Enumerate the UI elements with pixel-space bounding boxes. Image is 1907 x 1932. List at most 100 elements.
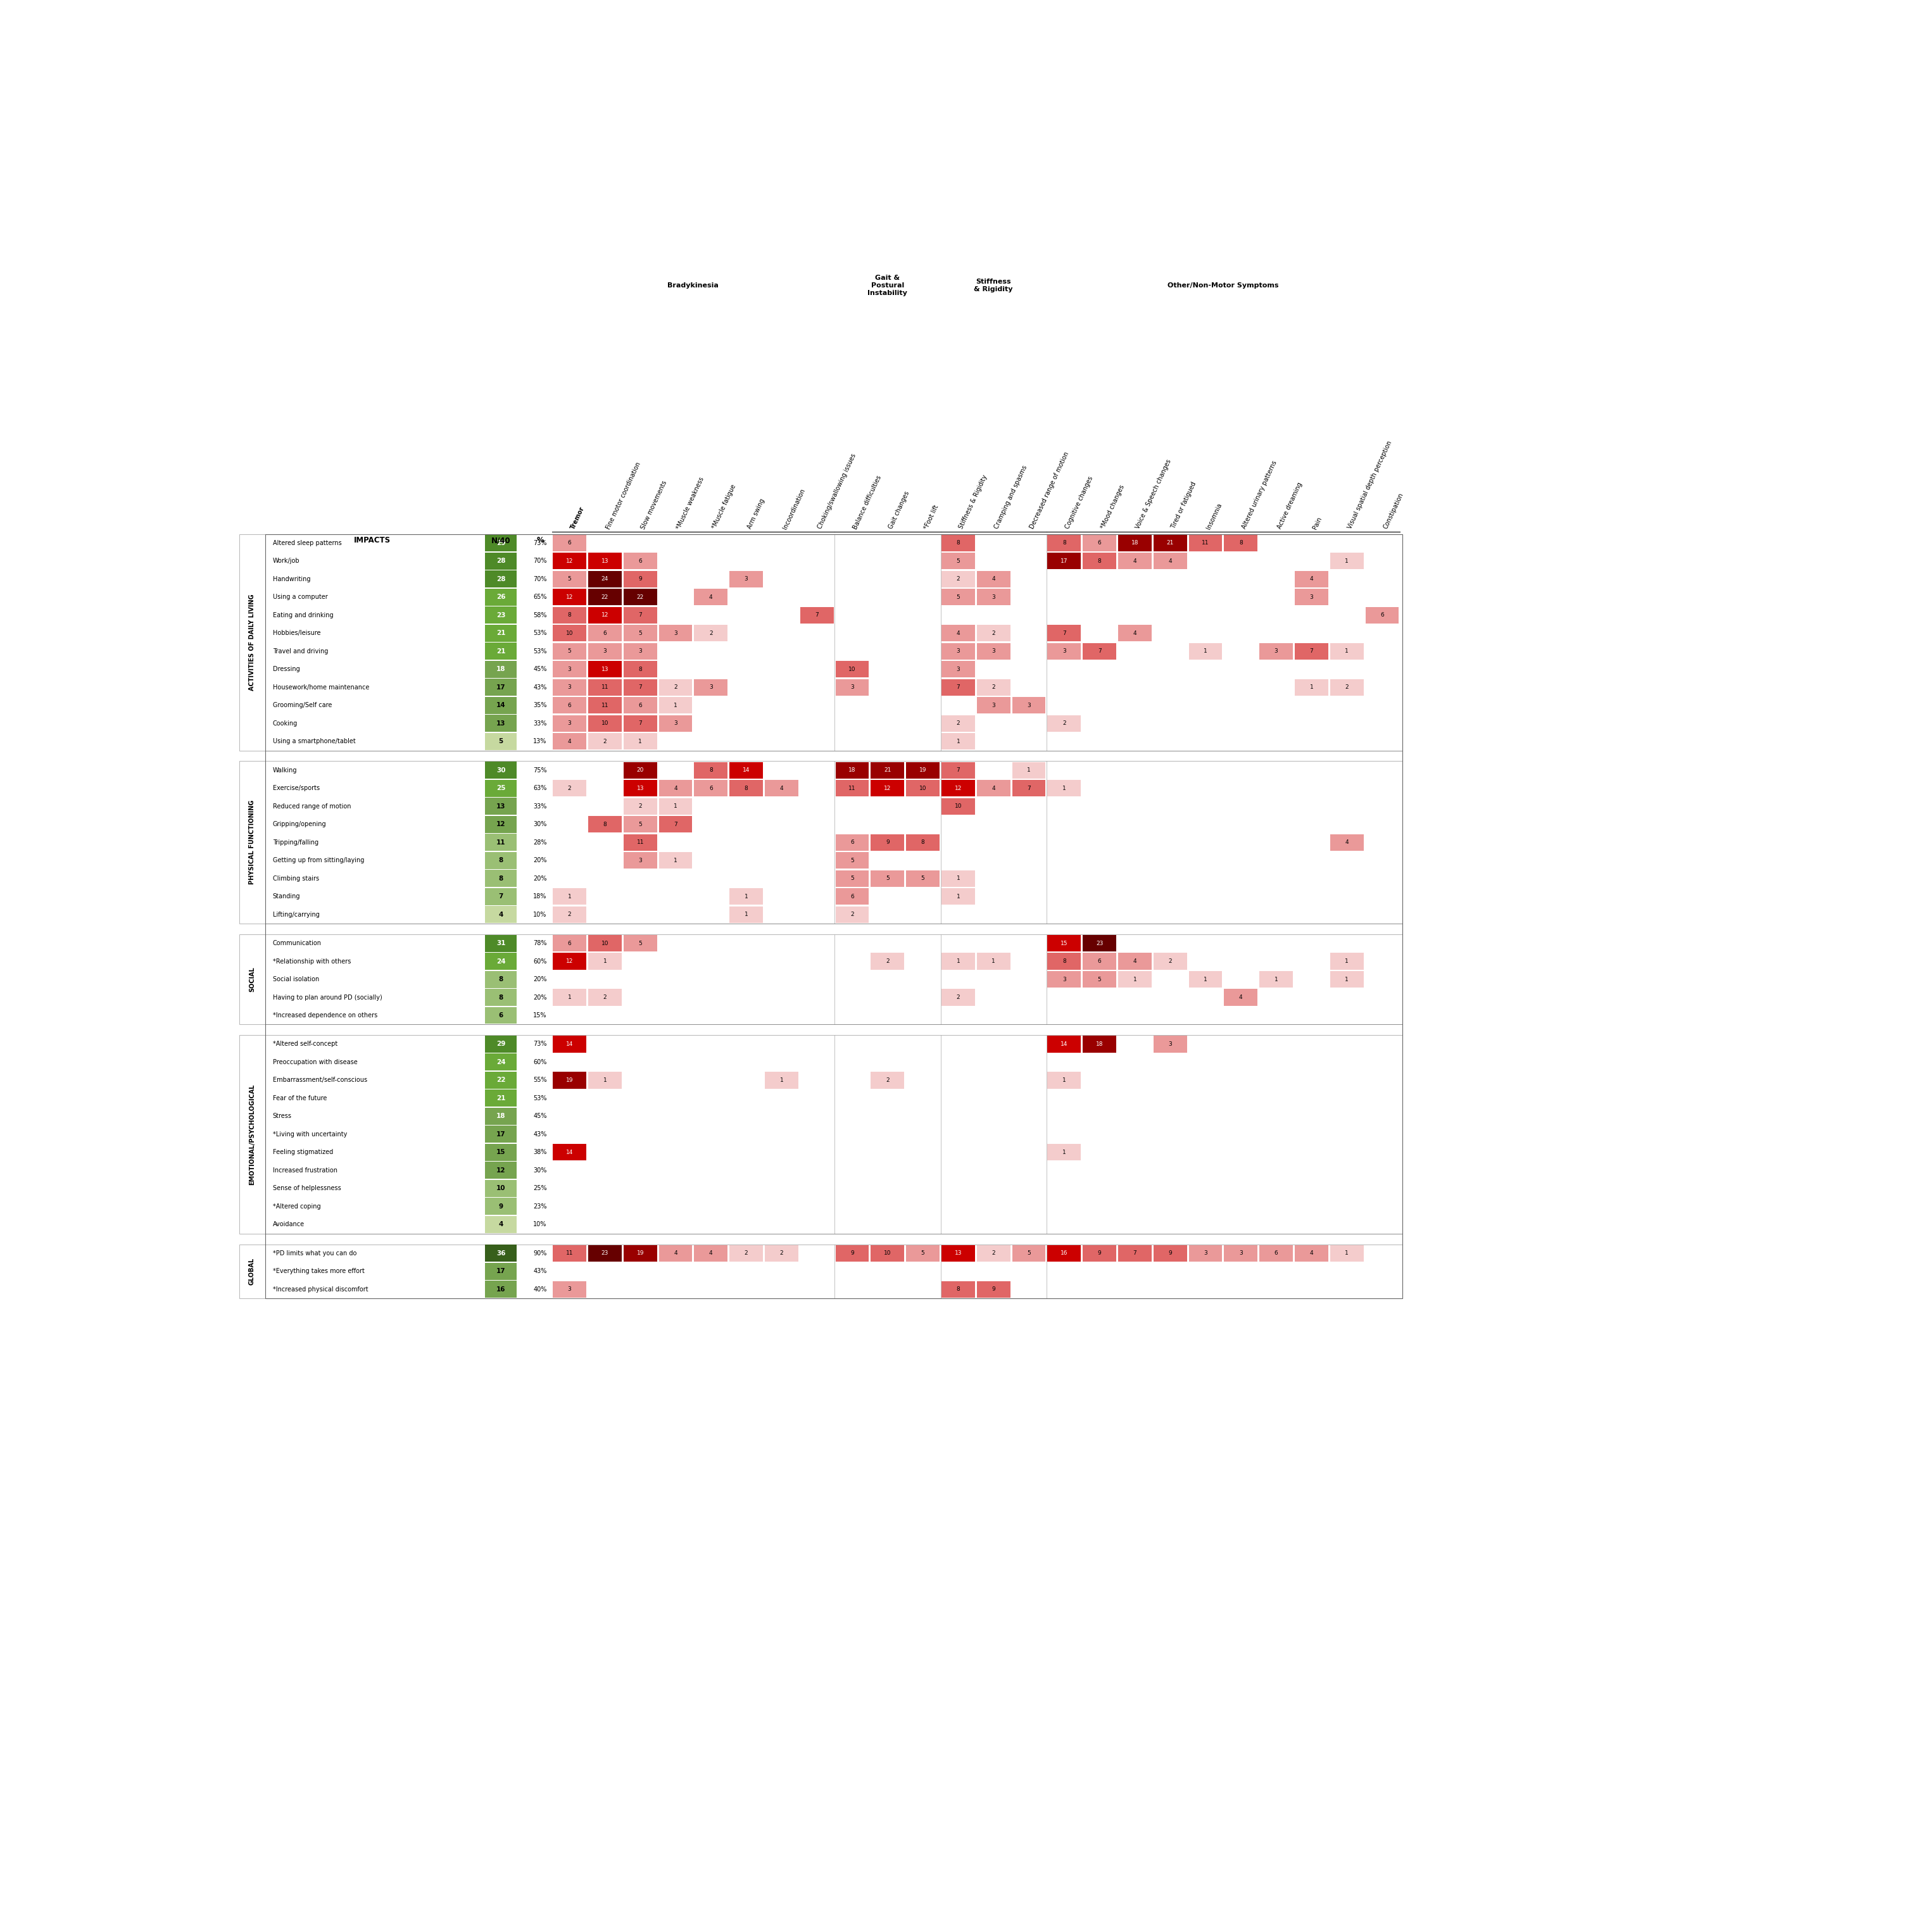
Bar bbox=[906, 781, 940, 796]
Bar bbox=[871, 1072, 904, 1088]
Text: 13: 13 bbox=[601, 667, 608, 672]
Text: 29: 29 bbox=[496, 539, 505, 547]
Bar bbox=[484, 715, 517, 732]
Text: 17: 17 bbox=[1060, 558, 1068, 564]
Text: 8: 8 bbox=[1062, 958, 1066, 964]
Text: Tremor: Tremor bbox=[570, 506, 585, 529]
Bar bbox=[730, 889, 763, 904]
Bar bbox=[1047, 643, 1081, 659]
Text: 20%: 20% bbox=[534, 976, 547, 983]
Bar bbox=[484, 732, 517, 750]
Text: 1: 1 bbox=[1203, 649, 1207, 655]
Text: 18: 18 bbox=[496, 667, 505, 672]
Text: GLOBAL: GLOBAL bbox=[248, 1258, 256, 1285]
Text: Bradykinesia: Bradykinesia bbox=[667, 282, 719, 288]
Text: 73%: 73% bbox=[534, 1041, 547, 1047]
Text: Housework/home maintenance: Housework/home maintenance bbox=[273, 684, 370, 690]
Text: 5: 5 bbox=[1098, 976, 1102, 981]
Text: 3: 3 bbox=[568, 667, 572, 672]
Text: *Altered coping: *Altered coping bbox=[273, 1204, 320, 1209]
Text: IMPACTS: IMPACTS bbox=[353, 537, 391, 545]
Text: 2: 2 bbox=[957, 721, 959, 726]
Text: 25%: 25% bbox=[534, 1184, 547, 1192]
Text: 6: 6 bbox=[568, 703, 572, 709]
Text: Insomnia: Insomnia bbox=[1205, 502, 1222, 529]
Bar bbox=[484, 1007, 517, 1024]
Text: 58%: 58% bbox=[534, 612, 547, 618]
Text: 5: 5 bbox=[1028, 1250, 1030, 1256]
Bar bbox=[484, 1126, 517, 1144]
Text: 14: 14 bbox=[496, 701, 505, 709]
Text: 2: 2 bbox=[603, 738, 606, 744]
Bar bbox=[976, 678, 1011, 696]
Bar bbox=[624, 835, 656, 850]
Text: 21: 21 bbox=[496, 647, 505, 655]
Text: 40%: 40% bbox=[534, 1287, 547, 1293]
Text: 70%: 70% bbox=[534, 576, 547, 582]
Text: 8: 8 bbox=[639, 667, 643, 672]
Text: 4: 4 bbox=[1133, 630, 1137, 636]
Bar bbox=[484, 570, 517, 587]
Text: 35%: 35% bbox=[534, 701, 547, 709]
Bar bbox=[835, 1244, 870, 1262]
Bar bbox=[871, 869, 904, 887]
Bar bbox=[660, 715, 692, 732]
Bar bbox=[265, 533, 1402, 750]
Bar bbox=[1295, 643, 1327, 659]
Text: 3: 3 bbox=[603, 649, 606, 655]
Text: 43%: 43% bbox=[534, 684, 547, 690]
Text: 8: 8 bbox=[568, 612, 572, 618]
Text: 9: 9 bbox=[639, 576, 643, 582]
Text: 16: 16 bbox=[1060, 1250, 1068, 1256]
Text: *Muscle fatigue: *Muscle fatigue bbox=[711, 483, 736, 529]
Text: 19: 19 bbox=[637, 1250, 645, 1256]
Text: Gripping/opening: Gripping/opening bbox=[273, 821, 326, 827]
Bar bbox=[976, 952, 1011, 970]
Text: 5: 5 bbox=[568, 576, 572, 582]
Text: 1: 1 bbox=[957, 875, 959, 881]
Text: 11: 11 bbox=[601, 684, 608, 690]
Bar bbox=[942, 589, 974, 605]
Bar bbox=[587, 553, 622, 570]
Bar bbox=[835, 889, 870, 904]
Text: 6: 6 bbox=[1098, 541, 1102, 547]
Text: 3: 3 bbox=[1203, 1250, 1207, 1256]
Text: 1: 1 bbox=[957, 738, 959, 744]
Bar bbox=[587, 697, 622, 713]
Text: 11: 11 bbox=[601, 703, 608, 709]
Text: 18%: 18% bbox=[534, 893, 547, 900]
Text: 9: 9 bbox=[851, 1250, 854, 1256]
Text: 1: 1 bbox=[780, 1078, 784, 1084]
Bar bbox=[1224, 535, 1257, 551]
Bar bbox=[835, 678, 870, 696]
Bar bbox=[484, 798, 517, 815]
Bar bbox=[1047, 1036, 1081, 1053]
Text: Altered sleep patterns: Altered sleep patterns bbox=[273, 539, 341, 547]
Text: 2: 2 bbox=[568, 786, 572, 790]
Bar bbox=[660, 697, 692, 713]
Text: 8: 8 bbox=[498, 995, 503, 1001]
Text: 3: 3 bbox=[992, 703, 995, 709]
Bar bbox=[730, 781, 763, 796]
Bar bbox=[1224, 989, 1257, 1007]
Text: 21: 21 bbox=[496, 1095, 505, 1101]
Bar bbox=[553, 989, 585, 1007]
Bar bbox=[1047, 972, 1081, 987]
Text: 8: 8 bbox=[957, 1287, 959, 1293]
Text: 5: 5 bbox=[851, 858, 854, 864]
Text: 78%: 78% bbox=[534, 941, 547, 947]
Bar bbox=[587, 715, 622, 732]
Bar bbox=[484, 535, 517, 553]
Bar bbox=[484, 678, 517, 696]
Text: 14: 14 bbox=[566, 1150, 574, 1155]
Bar bbox=[484, 661, 517, 678]
Text: 5: 5 bbox=[639, 821, 643, 827]
Text: 15%: 15% bbox=[534, 1012, 547, 1018]
Text: 21: 21 bbox=[496, 630, 505, 636]
Text: 3: 3 bbox=[992, 595, 995, 601]
Text: 11: 11 bbox=[566, 1250, 574, 1256]
Text: 4: 4 bbox=[1310, 576, 1314, 582]
Text: 16: 16 bbox=[496, 1287, 505, 1293]
Text: 6: 6 bbox=[603, 630, 606, 636]
Text: 60%: 60% bbox=[534, 1059, 547, 1065]
